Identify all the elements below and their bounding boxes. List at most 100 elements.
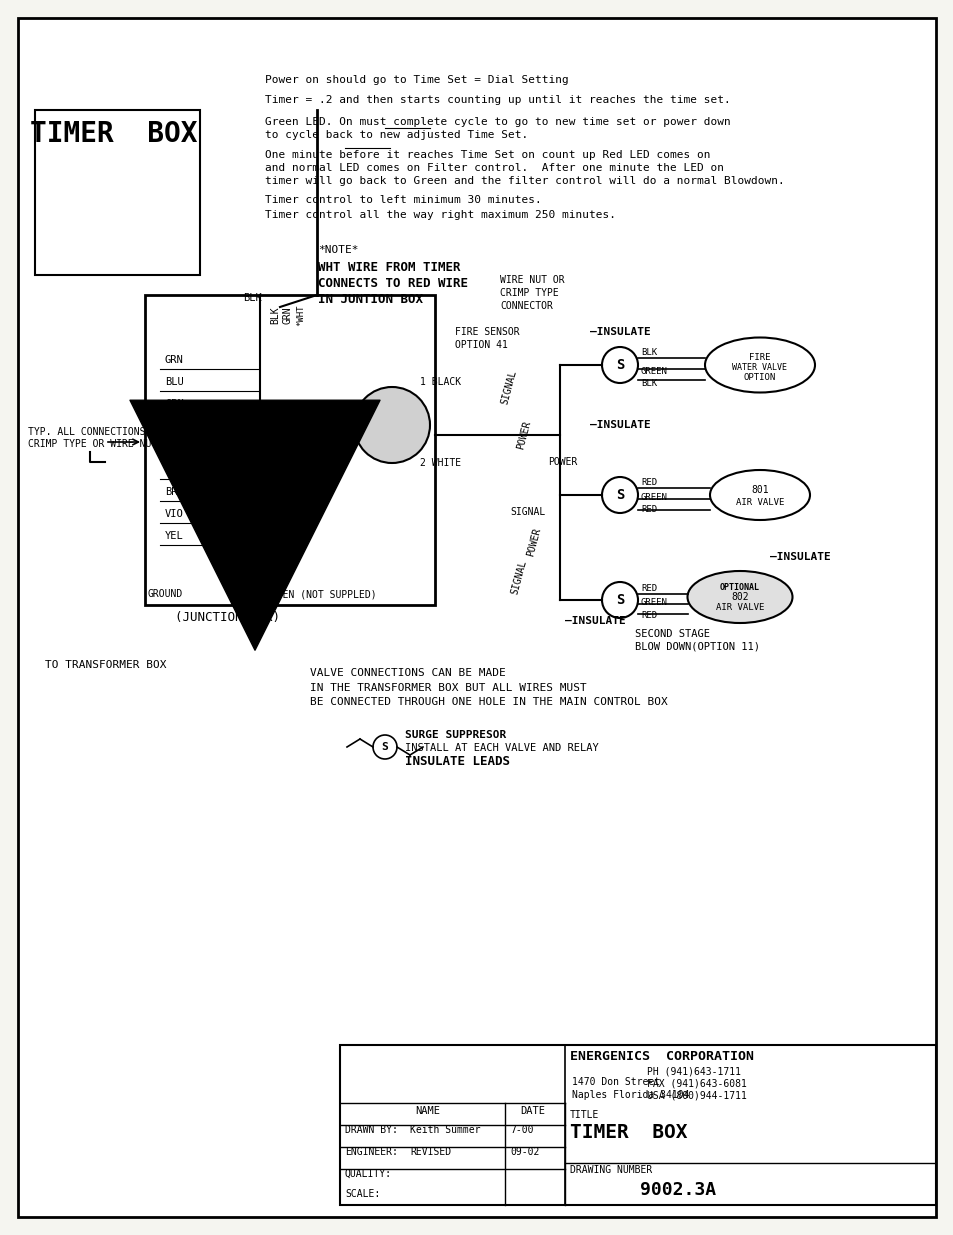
- Text: CONNECTOR: CONNECTOR: [499, 301, 553, 311]
- Text: Naples Florida 34104: Naples Florida 34104: [572, 1091, 689, 1100]
- Text: DRAWN BY:: DRAWN BY:: [345, 1125, 397, 1135]
- Text: 1470 Don Street: 1470 Don Street: [572, 1077, 659, 1087]
- Bar: [35, 110, 200, 275]
- Text: DATE: DATE: [520, 1107, 545, 1116]
- Text: RED: RED: [640, 505, 657, 514]
- Text: TIMER  BOX: TIMER BOX: [569, 1123, 687, 1142]
- Text: BLOW DOWN(OPTION 11): BLOW DOWN(OPTION 11): [635, 641, 760, 651]
- Text: —INSULATE: —INSULATE: [589, 420, 650, 430]
- Text: 801: 801: [750, 485, 768, 495]
- Text: CONNECTS TO RED WIRE: CONNECTS TO RED WIRE: [317, 277, 468, 290]
- Text: BE CONNECTED THROUGH ONE HOLE IN THE MAIN CONTROL BOX: BE CONNECTED THROUGH ONE HOLE IN THE MAI…: [310, 697, 667, 706]
- Text: —INSULATE: —INSULATE: [589, 327, 650, 337]
- Text: 09-02: 09-02: [510, 1147, 538, 1157]
- Text: POWER: POWER: [547, 457, 577, 467]
- Text: NAME: NAME: [416, 1107, 440, 1116]
- Circle shape: [354, 387, 430, 463]
- Text: SCALE:: SCALE:: [345, 1189, 380, 1199]
- Text: USA (800)944-1711: USA (800)944-1711: [646, 1091, 746, 1100]
- Text: TITLE: TITLE: [569, 1110, 598, 1120]
- Text: GRN: GRN: [165, 354, 184, 366]
- Text: TYP. ALL CONNECTIONS: TYP. ALL CONNECTIONS: [28, 427, 146, 437]
- Text: 1 BLACK: 1 BLACK: [419, 377, 460, 387]
- Text: SIGNAL: SIGNAL: [499, 369, 518, 405]
- Text: GREEN: GREEN: [640, 493, 667, 501]
- Text: PH (941)643-1711: PH (941)643-1711: [646, 1067, 740, 1077]
- Bar: [339, 1045, 935, 1205]
- Text: YEL: YEL: [165, 531, 184, 541]
- Text: 9002.3A: 9002.3A: [639, 1181, 716, 1199]
- Text: S: S: [616, 593, 623, 606]
- Text: SECOND STAGE: SECOND STAGE: [635, 629, 709, 638]
- Text: FIRE: FIRE: [748, 352, 770, 362]
- Text: CRIMP TYPE OR WIRE NUT: CRIMP TYPE OR WIRE NUT: [28, 438, 157, 450]
- Text: REVISED: REVISED: [410, 1147, 451, 1157]
- Text: AIR VALVE: AIR VALVE: [735, 498, 783, 506]
- Text: VALVE CONNECTIONS CAN BE MADE: VALVE CONNECTIONS CAN BE MADE: [310, 668, 505, 678]
- Text: CRIMP TYPE: CRIMP TYPE: [499, 288, 558, 298]
- Text: and normal LED comes on Filter control.  After one minute the LED on: and normal LED comes on Filter control. …: [265, 163, 723, 173]
- Text: WIRE NUT OR: WIRE NUT OR: [499, 275, 564, 285]
- Text: —INSULATE: —INSULATE: [769, 552, 830, 562]
- Text: Timer = .2 and then starts counting up until it reaches the time set.: Timer = .2 and then starts counting up u…: [265, 95, 730, 105]
- Text: QUALITY:: QUALITY:: [345, 1170, 392, 1179]
- Text: IN JUNTION BOX: IN JUNTION BOX: [317, 293, 422, 306]
- Bar: [145, 295, 435, 605]
- Text: GREEN (NOT SUPPLED): GREEN (NOT SUPPLED): [265, 589, 376, 599]
- Text: 802: 802: [730, 592, 748, 601]
- Text: TO TRANSFORMER BOX: TO TRANSFORMER BOX: [45, 659, 167, 671]
- Text: RED: RED: [165, 421, 184, 431]
- Text: One minute before it reaches Time Set on count up Red LED comes on: One minute before it reaches Time Set on…: [265, 149, 710, 161]
- Text: ORN: ORN: [165, 399, 184, 409]
- Text: *WHT: *WHT: [295, 304, 305, 326]
- Text: GROUND: GROUND: [148, 589, 183, 599]
- Text: (JUNCTION BOX): (JUNCTION BOX): [174, 610, 280, 624]
- Text: RED: RED: [640, 583, 657, 593]
- Text: INSULATE LEADS: INSULATE LEADS: [405, 755, 510, 767]
- Text: SIGNAL: SIGNAL: [510, 558, 528, 595]
- Text: DRAWING NUMBER: DRAWING NUMBER: [569, 1165, 652, 1174]
- Text: BRN: BRN: [165, 487, 184, 496]
- Text: 7-00: 7-00: [510, 1125, 533, 1135]
- Text: Power on should go to Time Set = Dial Setting: Power on should go to Time Set = Dial Se…: [265, 75, 568, 85]
- Ellipse shape: [687, 571, 792, 622]
- Text: ENERGENICS  CORPORATION: ENERGENICS CORPORATION: [569, 1050, 753, 1063]
- Text: BLK: BLK: [270, 306, 280, 324]
- Text: Timer control to left minimum 30 minutes.: Timer control to left minimum 30 minutes…: [265, 195, 541, 205]
- Text: OPTION 41: OPTION 41: [455, 340, 507, 350]
- Text: to cycle back to new adjusted Time Set.: to cycle back to new adjusted Time Set.: [265, 130, 528, 140]
- Text: BLK: BLK: [243, 293, 261, 303]
- Text: Timer control all the way right maximum 250 minutes.: Timer control all the way right maximum …: [265, 210, 616, 220]
- Text: WHT: WHT: [165, 443, 184, 453]
- Text: —INSULATE: —INSULATE: [564, 616, 625, 626]
- Text: INSTALL AT EACH VALVE AND RELAY: INSTALL AT EACH VALVE AND RELAY: [405, 743, 598, 753]
- Text: POWER: POWER: [515, 420, 532, 451]
- Text: RED: RED: [640, 478, 657, 487]
- Text: ENGINEER:: ENGINEER:: [345, 1147, 397, 1157]
- Text: Green LED. On must complete cycle to go to new time set or power down: Green LED. On must complete cycle to go …: [265, 117, 730, 127]
- Text: timer will go back to Green and the filter control will do a normal Blowdown.: timer will go back to Green and the filt…: [265, 177, 784, 186]
- Text: BLK: BLK: [640, 378, 657, 388]
- Text: RED: RED: [640, 610, 657, 620]
- Text: GREEN: GREEN: [640, 367, 667, 375]
- Text: 2 WHITE: 2 WHITE: [419, 458, 460, 468]
- Text: S: S: [381, 742, 388, 752]
- Text: *NOTE*: *NOTE*: [317, 245, 358, 254]
- Text: S: S: [616, 358, 623, 372]
- Text: SIGNAL: SIGNAL: [510, 508, 545, 517]
- Text: AIR VALVE: AIR VALVE: [715, 603, 763, 611]
- Text: S: S: [616, 488, 623, 501]
- Text: BLU: BLU: [165, 377, 184, 387]
- Text: FAX (941)643-6081: FAX (941)643-6081: [646, 1079, 746, 1089]
- Text: SURGE SUPPRESOR: SURGE SUPPRESOR: [405, 730, 506, 740]
- Text: TIMER  BOX: TIMER BOX: [30, 120, 197, 148]
- Text: IN THE TRANSFORMER BOX BUT ALL WIRES MUST: IN THE TRANSFORMER BOX BUT ALL WIRES MUS…: [310, 683, 586, 693]
- Text: GRN: GRN: [283, 306, 293, 324]
- Text: WATER VALVE: WATER VALVE: [732, 363, 786, 372]
- Text: BLK: BLK: [640, 347, 657, 357]
- Text: POWER: POWER: [524, 526, 541, 557]
- Text: GRY: GRY: [165, 466, 184, 475]
- Text: GREEN: GREEN: [640, 598, 667, 606]
- Text: FIRE SENSOR: FIRE SENSOR: [455, 327, 519, 337]
- Text: Keith Summer: Keith Summer: [410, 1125, 480, 1135]
